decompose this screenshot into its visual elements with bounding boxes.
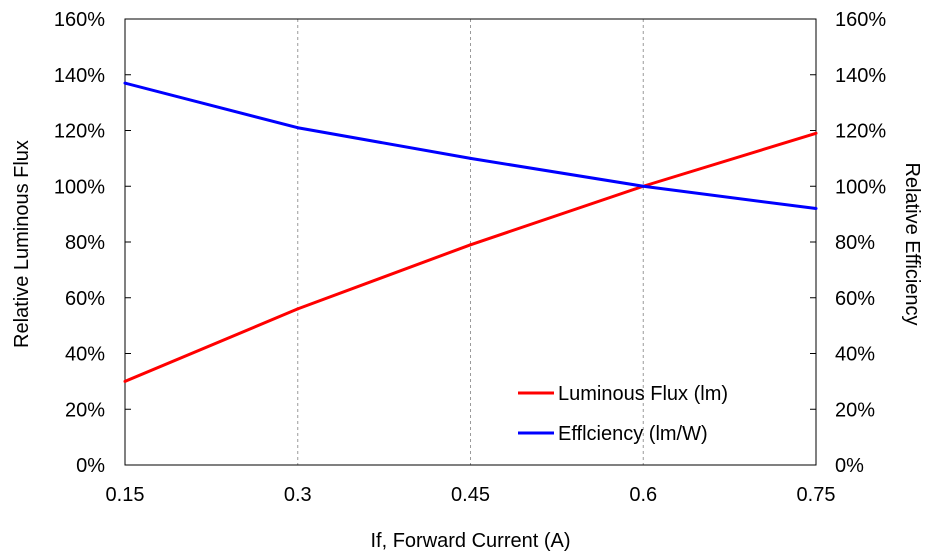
axis-ticks: 0.15 0.3 0.45 0.6 0.75 0% 0% 20% 20% 40% 40% 60% 60%… <box>54 9 887 506</box>
data-point <box>469 156 472 160</box>
y2-tick-label: 20% <box>835 399 875 421</box>
y2-tick-label: 160% <box>835 9 886 31</box>
y-tick-label: 60% <box>65 288 105 310</box>
y2-tick-label: 40% <box>835 344 875 366</box>
y-tick-label: 140% <box>54 65 105 87</box>
x-tick-label: 0.45 <box>451 484 490 506</box>
legend-label-efficiency: Efflciency (lm/W) <box>558 423 708 445</box>
grid <box>297 19 644 465</box>
y2-tick-label: 100% <box>835 176 886 198</box>
legend: Luminous Flux (lm) Efflciency (lm/W) <box>518 383 728 445</box>
y2-tick-label: 80% <box>835 232 875 254</box>
x-axis-title: If, Forward Current (A) <box>370 530 570 552</box>
y-tick-label: 160% <box>54 9 105 31</box>
x-tick-label: 0.15 <box>106 484 145 506</box>
data-point <box>814 131 818 135</box>
data-point <box>469 243 472 247</box>
x-tick-label: 0.75 <box>797 484 836 506</box>
legend-label-luminous-flux: Luminous Flux (lm) <box>558 383 728 405</box>
y-tick-label: 100% <box>54 176 105 198</box>
y2-tick-label: 0% <box>835 455 864 477</box>
data-point <box>296 307 300 311</box>
y2-tick-label: 140% <box>835 65 886 87</box>
y-axis-title: Relative Luminous Flux <box>11 140 33 348</box>
y-tick-label: 40% <box>65 344 105 366</box>
y2-tick-label: 120% <box>835 121 886 143</box>
y-tick-label: 120% <box>54 121 105 143</box>
y-tick-label: 20% <box>65 399 105 421</box>
data-point <box>296 126 300 130</box>
y2-axis-title: Relative Efficiency <box>901 162 923 325</box>
x-tick-label: 0.3 <box>284 484 312 506</box>
data-point <box>123 379 127 383</box>
y2-tick-label: 60% <box>835 288 875 310</box>
y-tick-label: 0% <box>76 455 105 477</box>
x-tick-label: 0.6 <box>629 484 657 506</box>
series <box>123 81 818 383</box>
data-point <box>123 81 127 85</box>
data-point <box>814 207 818 211</box>
y-tick-label: 80% <box>65 232 105 254</box>
data-point <box>641 184 645 188</box>
